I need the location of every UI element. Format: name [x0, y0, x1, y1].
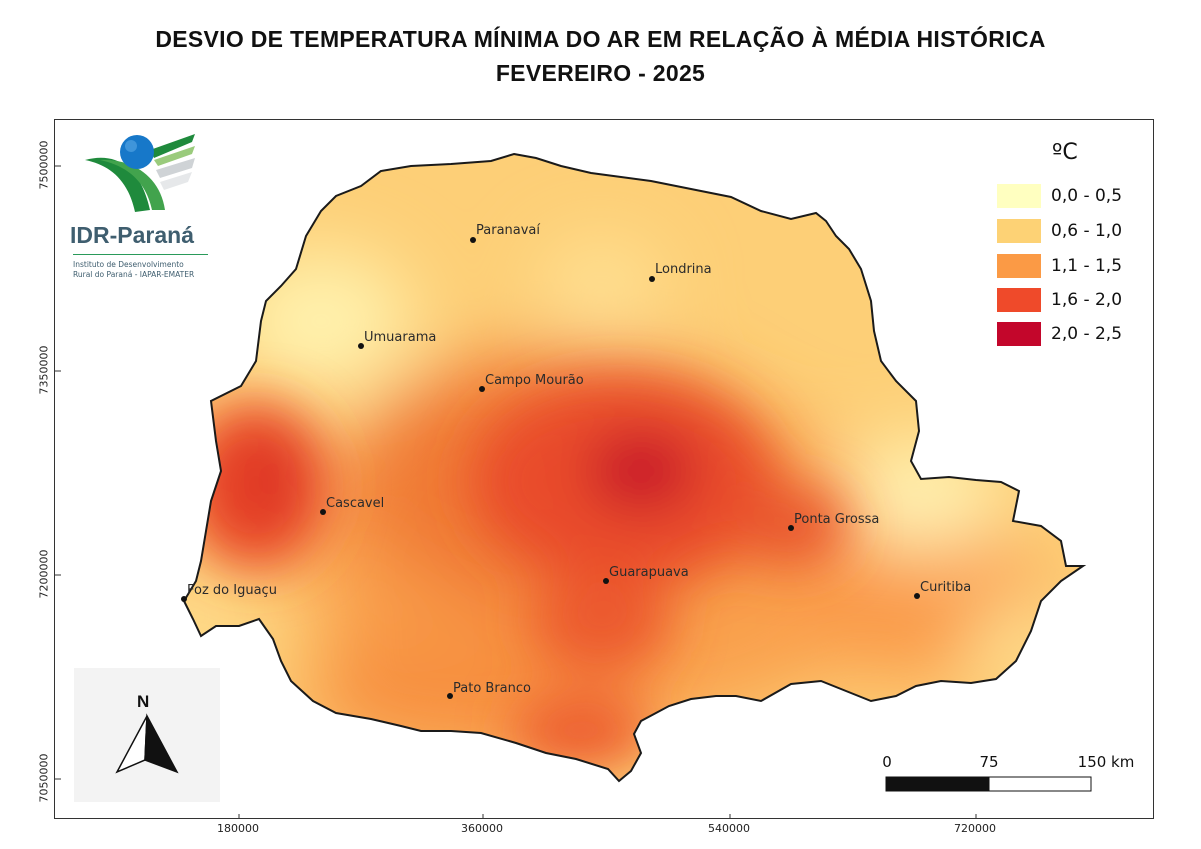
legend-item: 2,0 - 2,5 [997, 322, 1157, 346]
city-label-londrina: Londrina [655, 262, 712, 277]
city-marker-londrina [649, 276, 655, 282]
city-label-ponta-grossa: Ponta Grossa [794, 512, 880, 527]
city-marker-ponta-grossa [788, 525, 794, 531]
y-tick-label: 7050000 [37, 753, 51, 803]
x-tick-label: 360000 [461, 822, 503, 835]
city-marker-pato-branco [447, 693, 453, 699]
north-arrow-icon [115, 713, 179, 774]
axis-ticks [55, 165, 977, 818]
city-marker-foz-do-iguacu [181, 596, 187, 602]
legend-label: 1,1 - 1,5 [1051, 256, 1123, 276]
city-marker-campo-mourao [479, 386, 485, 392]
city-label-campo-mourao: Campo Mourão [485, 373, 584, 388]
title-line-2: FEVEREIRO - 2025 [495, 60, 706, 86]
y-tick-label: 7500000 [37, 140, 51, 190]
idr-parana-logo: IDR-Paraná Instituto de Desenvolvimento … [70, 130, 220, 280]
city-marker-umuarama [358, 343, 364, 349]
scale-bar [885, 776, 1092, 792]
legend-swatch [997, 322, 1041, 346]
logo-emblem-icon [85, 134, 195, 212]
logo-subtitle-line-2: Rural do Paraná - IAPAR-EMATER [73, 270, 195, 279]
city-label-pato-branco: Pato Branco [453, 681, 531, 696]
x-tick-label: 540000 [708, 822, 750, 835]
legend-item: 1,1 - 1,5 [997, 254, 1157, 278]
x-tick-label: 180000 [217, 822, 259, 835]
north-letter: N [137, 692, 150, 711]
map-frame [54, 119, 1154, 819]
city-marker-curitiba [914, 593, 920, 599]
legend-swatch [997, 184, 1041, 208]
legend-item: 0,6 - 1,0 [997, 219, 1157, 243]
legend-label: 0,0 - 0,5 [1051, 186, 1123, 206]
logo-subtitle: Instituto de Desenvolvimento Rural do Pa… [73, 260, 194, 280]
scale-label-mid: 75 [979, 753, 999, 771]
legend-title: ºC [1052, 140, 1078, 165]
legend-swatch [997, 254, 1041, 278]
city-marker-guarapuava [603, 578, 609, 584]
city-label-paranavai: Paranavaí [476, 223, 541, 238]
y-tick-label: 7200000 [37, 549, 51, 599]
legend-label: 1,6 - 2,0 [1051, 290, 1123, 310]
scale-label-start: 0 [882, 753, 892, 771]
city-label-umuarama: Umuarama [364, 330, 437, 345]
legend-swatch [997, 288, 1041, 312]
logo-name: IDR-Paraná [70, 222, 194, 248]
legend-label: 0,6 - 1,0 [1051, 221, 1123, 241]
city-markers [181, 237, 920, 699]
logo-subtitle-line-1: Instituto de Desenvolvimento [73, 260, 184, 269]
city-marker-cascavel [320, 509, 326, 515]
x-tick-label: 720000 [954, 822, 996, 835]
title-line-1: DESVIO DE TEMPERATURA MÍNIMA DO AR EM RE… [155, 26, 1046, 52]
y-tick-label: 7350000 [37, 345, 51, 395]
legend-label: 2,0 - 2,5 [1051, 324, 1123, 344]
map-title: DESVIO DE TEMPERATURA MÍNIMA DO AR EM RE… [0, 22, 1201, 90]
temperature-field [184, 154, 1083, 781]
legend-item: 1,6 - 2,0 [997, 288, 1157, 312]
city-label-guarapuava: Guarapuava [609, 565, 689, 580]
city-label-foz-do-iguacu: Foz do Iguaçu [187, 583, 277, 598]
scale-label-end: 150 km [1077, 753, 1135, 771]
city-marker-paranavai [470, 237, 476, 243]
city-label-cascavel: Cascavel [326, 496, 385, 511]
logo-divider [73, 254, 208, 255]
legend-item: 0,0 - 0,5 [997, 184, 1157, 208]
city-label-curitiba: Curitiba [920, 580, 972, 595]
legend-swatch [997, 219, 1041, 243]
map-canvas [55, 153, 1084, 818]
